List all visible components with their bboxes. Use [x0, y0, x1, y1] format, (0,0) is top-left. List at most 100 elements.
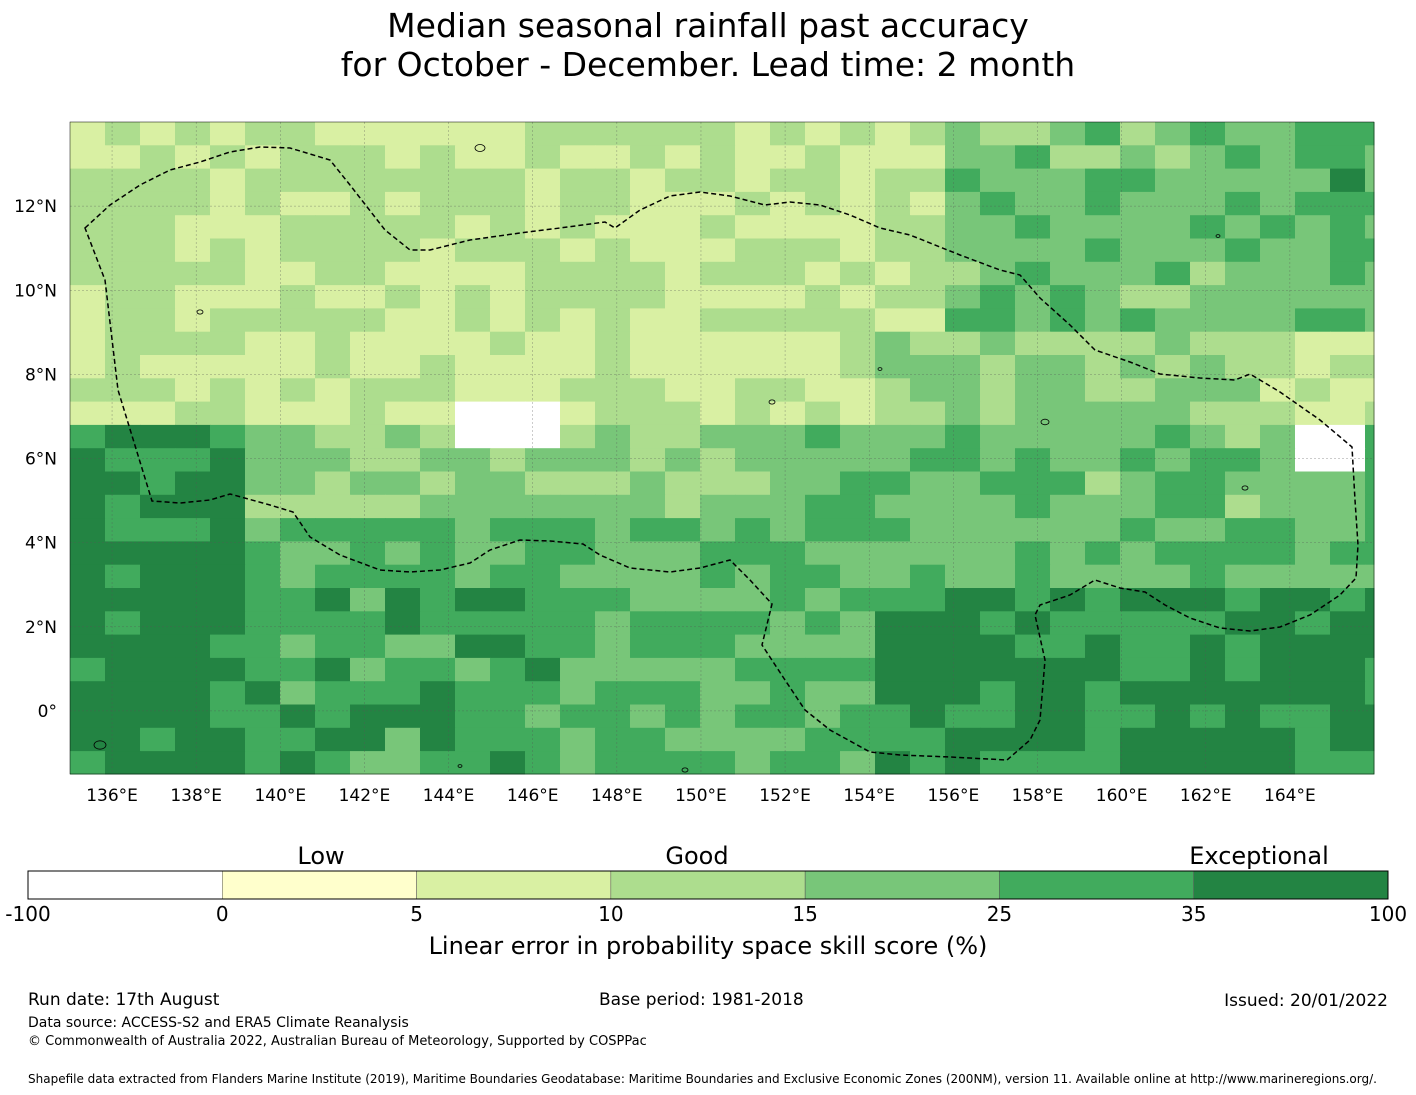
grid-cell	[1190, 657, 1226, 682]
grid-cell	[385, 145, 421, 170]
grid-cell	[875, 238, 911, 263]
grid-cell	[1225, 215, 1261, 239]
grid-cell	[1225, 261, 1261, 286]
grid-cell	[875, 751, 911, 775]
grid-cell	[665, 588, 701, 612]
grid-cell	[770, 657, 806, 682]
grid-cell	[210, 215, 246, 239]
grid-cell	[1190, 401, 1226, 426]
grid-cell	[1225, 681, 1261, 705]
grid-cell	[840, 378, 876, 403]
grid-cell	[1295, 215, 1331, 239]
grid-cell	[1330, 518, 1366, 542]
grid-cell	[910, 541, 946, 566]
grid-cell	[1330, 564, 1366, 589]
grid-cell	[805, 355, 841, 379]
grid-cell	[455, 727, 491, 752]
grid-cell	[1015, 308, 1051, 333]
grid-cell	[700, 168, 736, 193]
grid-cell	[245, 215, 281, 239]
grid-cell	[805, 634, 841, 659]
grid-cell	[840, 751, 876, 775]
grid-cell	[105, 401, 141, 426]
grid-cell	[910, 681, 946, 705]
chart-title-line-1: Median seasonal rainfall past accuracy	[387, 6, 1029, 45]
grid-cell	[1120, 541, 1156, 566]
grid-cell	[1155, 191, 1191, 216]
grid-cell	[1015, 122, 1051, 146]
grid-cell	[245, 331, 281, 356]
grid-cell	[245, 401, 281, 426]
grid-cell	[630, 308, 666, 333]
grid-cell	[805, 215, 841, 239]
grid-cell	[630, 122, 666, 146]
grid-cell	[1155, 122, 1191, 146]
grid-cell	[840, 191, 876, 216]
grid-cell	[980, 471, 1016, 496]
grid-cell	[105, 564, 141, 589]
grid-cell	[735, 681, 771, 705]
grid-cell	[455, 122, 491, 146]
grid-cell	[385, 681, 421, 705]
grid-cell	[140, 681, 176, 705]
grid-cell	[840, 634, 876, 659]
grid-cell	[210, 611, 246, 636]
grid-cell	[840, 168, 876, 193]
grid-cell	[770, 191, 806, 216]
grid-cell	[665, 215, 701, 239]
grid-cell	[1295, 611, 1331, 636]
grid-cell	[420, 494, 456, 519]
grid-cell	[665, 331, 701, 356]
grid-cell	[910, 355, 946, 379]
grid-cell	[595, 471, 631, 496]
grid-cell	[1365, 331, 1375, 356]
grid-cell	[1155, 355, 1191, 379]
grid-cell	[350, 331, 386, 356]
grid-cell	[105, 751, 141, 775]
grid-cell	[945, 424, 981, 449]
grid-cell	[875, 448, 911, 472]
grid-cell	[630, 704, 666, 729]
grid-cell	[980, 308, 1016, 333]
grid-cell	[875, 191, 911, 216]
grid-cell	[1120, 634, 1156, 659]
grid-cell	[350, 261, 386, 286]
grid-cell	[805, 401, 841, 426]
grid-cell	[455, 285, 491, 309]
grid-cell	[1120, 168, 1156, 193]
grid-cell	[350, 238, 386, 263]
grid-cell	[700, 215, 736, 239]
grid-cell	[840, 541, 876, 566]
grid-cell	[175, 122, 211, 146]
grid-cell	[1295, 145, 1331, 170]
grid-cell	[1330, 657, 1366, 682]
grid-cell	[420, 424, 456, 449]
grid-cell	[280, 168, 316, 193]
grid-cell	[1085, 145, 1121, 170]
grid-cell	[1085, 378, 1121, 403]
grid-cell	[1260, 191, 1296, 216]
grid-cell	[490, 657, 526, 682]
lon-tick-label: 148°E	[591, 786, 643, 806]
grid-cell	[245, 564, 281, 589]
grid-cell	[385, 168, 421, 193]
grid-cell	[1155, 448, 1191, 472]
grid-cell	[595, 191, 631, 216]
grid-cell	[105, 634, 141, 659]
grid-cell	[770, 518, 806, 542]
grid-cell	[385, 355, 421, 379]
grid-cell	[210, 494, 246, 519]
grid-cell	[1085, 215, 1121, 239]
grid-cell	[1260, 657, 1296, 682]
grid-cell	[350, 471, 386, 496]
grid-cell	[280, 308, 316, 333]
grid-cell	[770, 634, 806, 659]
grid-cell	[910, 331, 946, 356]
grid-cell	[910, 564, 946, 589]
grid-cell	[70, 355, 106, 379]
grid-cell	[840, 564, 876, 589]
grid-cell	[385, 494, 421, 519]
grid-cell	[875, 355, 911, 379]
grid-cell	[1190, 448, 1226, 472]
grid-cell	[420, 355, 456, 379]
